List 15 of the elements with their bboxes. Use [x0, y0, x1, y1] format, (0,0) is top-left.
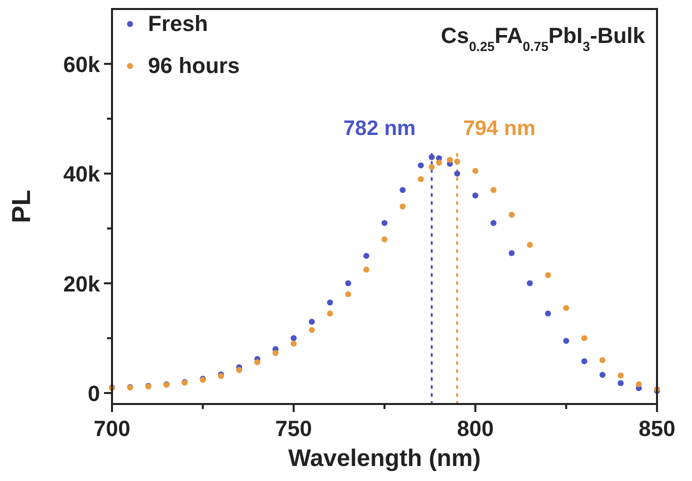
legend-label: 96 hours [148, 53, 240, 78]
text: Cs$_{0.25}$FA$_{0.75}$PbI$_{3}$-Bulk [440, 23, 646, 54]
x-tick-label: 850 [638, 416, 676, 441]
y-axis-title: PL [6, 190, 36, 224]
ref-line-label: 782 nm [343, 117, 416, 140]
legend-label: Fresh [148, 11, 208, 36]
ref-line-label: 794 nm [463, 117, 536, 140]
x-tick-label: 800 [456, 416, 494, 441]
x-tick-label: 700 [94, 416, 130, 441]
y-tick-label: 0 [88, 381, 100, 406]
y-tick-label: 40k [63, 162, 101, 187]
x-axis-title: Wavelength (nm) [288, 445, 481, 472]
y-tick-label: 60k [63, 52, 101, 77]
y-tick-label: 20k [63, 271, 101, 296]
x-tick-label: 750 [275, 416, 312, 441]
